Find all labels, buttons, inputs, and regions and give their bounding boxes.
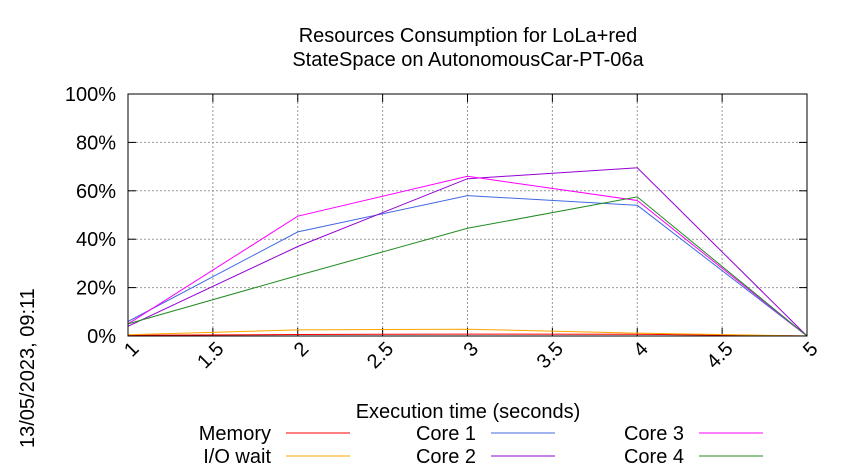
x-tick-label: 1.5	[193, 338, 228, 373]
y-axis-ticks: 0% 20% 40% 60% 80% 100%	[65, 84, 807, 348]
grid-lines	[128, 94, 807, 336]
x-tick-label: 4.5	[702, 338, 737, 373]
timestamp-label: 13/05/2023, 09:11	[17, 288, 39, 448]
legend-label-core-4: Core 4	[624, 446, 684, 468]
plot-border	[127, 93, 808, 337]
x-tick-label: 2.5	[363, 338, 398, 373]
y-tick-label: 60%	[76, 181, 116, 203]
legend-label-core-1: Core 1	[416, 423, 476, 445]
x-tick-label: 5	[799, 338, 822, 361]
series-line-i-o-wait	[127, 328, 808, 337]
x-axis-label: Execution time (seconds)	[356, 401, 581, 423]
legend-label-core-2: Core 2	[416, 446, 476, 468]
x-axis-ticks: 1 1.5 2 2.5 3 3.5 4 4.5 5	[120, 94, 823, 373]
y-tick-label: 40%	[76, 229, 116, 251]
x-tick-label: 1	[120, 338, 143, 361]
chart-title-line-1: Resources Consumption for LoLa+red	[299, 25, 638, 47]
y-tick-label: 100%	[65, 84, 116, 106]
x-tick-label: 3.5	[533, 338, 568, 373]
series-line-core-3	[127, 175, 808, 337]
y-tick-label: 80%	[76, 132, 116, 154]
series-line-memory	[127, 333, 808, 337]
series-lines	[127, 167, 808, 337]
x-tick-label: 4	[629, 338, 652, 361]
y-tick-label: 0%	[87, 326, 116, 348]
series-line-core-1	[127, 195, 808, 337]
legend-label-memory: Memory	[199, 423, 271, 445]
y-tick-label: 20%	[76, 278, 116, 300]
legend-label-i-o-wait: I/O wait	[203, 446, 271, 468]
series-line-core-4	[127, 196, 808, 337]
series-line-core-2	[127, 167, 808, 337]
legend-label-core-3: Core 3	[624, 423, 684, 445]
chart-title-line-2: StateSpace on AutonomousCar-PT-06a	[292, 49, 644, 71]
x-tick-label: 3	[460, 338, 483, 361]
x-tick-label: 2	[290, 338, 313, 361]
